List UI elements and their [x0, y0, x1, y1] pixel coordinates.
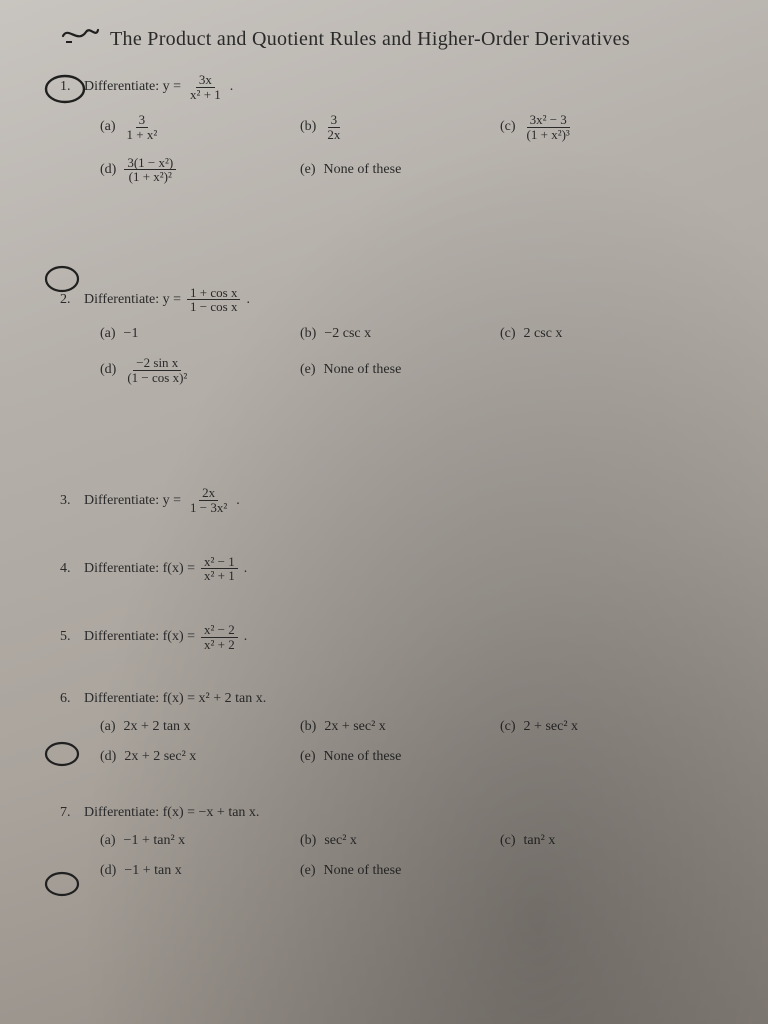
problem-6: 6. Differentiate: f(x) = x² + 2 tan x. (… — [60, 691, 728, 765]
question-number: 3. — [60, 493, 78, 509]
question-number: 5. — [60, 629, 78, 645]
option-d: (d) 3(1 − x²)(1 + x²)² — [100, 156, 300, 184]
prompt-text: Differentiate: f(x) = — [84, 561, 195, 577]
question-number: 6. — [60, 691, 78, 707]
question-number: 4. — [60, 561, 78, 577]
option-c: (c)2 csc x — [500, 326, 700, 342]
option-a: (a)2x + 2 tan x — [100, 719, 300, 735]
problem-5-prompt: 5. Differentiate: f(x) = x² − 2 x² + 2 . — [60, 623, 728, 651]
prompt-text: Differentiate: y = — [84, 79, 181, 95]
expression-fraction: 2x 1 − 3x² — [187, 486, 230, 514]
option-b: (b)sec² x — [300, 833, 500, 849]
option-d: (d) −2 sin x(1 − cos x)² — [100, 356, 300, 384]
problem-3: 3. Differentiate: y = 2x 1 − 3x² . — [60, 486, 728, 514]
problem-3-prompt: 3. Differentiate: y = 2x 1 − 3x² . — [60, 486, 728, 514]
option-b: (b) 32x — [300, 113, 500, 141]
problem-4: 4. Differentiate: f(x) = x² − 1 x² + 1 . — [60, 555, 728, 583]
option-a: (a)−1 — [100, 326, 300, 342]
expression-fraction: x² − 1 x² + 1 — [201, 555, 238, 583]
option-c: (c)2 + sec² x — [500, 719, 700, 735]
problem-2-options: (a)−1 (b)−2 csc x (c)2 csc x (d) −2 sin … — [100, 326, 728, 384]
option-c: (c)tan² x — [500, 833, 700, 849]
prompt-text: Differentiate: f(x) = −x + tan x. — [84, 805, 259, 821]
problem-7-options: (a)−1 + tan² x (b)sec² x (c)tan² x (d)−1… — [100, 833, 728, 879]
problem-1-prompt: 1. Differentiate: y = 3x x² + 1 . — [60, 73, 728, 101]
prompt-text: Differentiate: y = — [84, 292, 181, 308]
problem-1-options: (a) 31 + x² (b) 32x (c) 3x² − 3(1 + x²)³… — [100, 113, 728, 184]
question-number: 7. — [60, 805, 78, 821]
problem-1: 1. Differentiate: y = 3x x² + 1 . (a) 31… — [60, 73, 728, 184]
expression-fraction: 3x x² + 1 — [187, 73, 224, 101]
worksheet-page: The Product and Quotient Rules and Highe… — [0, 0, 768, 1024]
option-e: (e) None of these — [300, 162, 500, 178]
problem-2: 2. Differentiate: y = 1 + cos x 1 − cos … — [60, 286, 728, 385]
problem-4-prompt: 4. Differentiate: f(x) = x² − 1 x² + 1 . — [60, 555, 728, 583]
prompt-text: Differentiate: f(x) = x² + 2 tan x. — [84, 691, 266, 707]
prompt-text: Differentiate: y = — [84, 493, 181, 509]
page-title: The Product and Quotient Rules and Highe… — [110, 28, 728, 51]
problem-6-options: (a)2x + 2 tan x (b)2x + sec² x (c)2 + se… — [100, 719, 728, 765]
option-b: (b)−2 csc x — [300, 326, 500, 342]
option-e: (e)None of these — [300, 863, 500, 879]
option-d: (d)−1 + tan x — [100, 863, 300, 879]
problem-5: 5. Differentiate: f(x) = x² − 2 x² + 2 . — [60, 623, 728, 651]
option-a: (a)−1 + tan² x — [100, 833, 300, 849]
option-c: (c) 3x² − 3(1 + x²)³ — [500, 113, 700, 141]
problem-6-prompt: 6. Differentiate: f(x) = x² + 2 tan x. — [60, 691, 728, 707]
problem-7-prompt: 7. Differentiate: f(x) = −x + tan x. — [60, 805, 728, 821]
problem-7: 7. Differentiate: f(x) = −x + tan x. (a)… — [60, 805, 728, 879]
expression-fraction: x² − 2 x² + 2 — [201, 623, 238, 651]
question-number: 2. — [60, 292, 78, 308]
prompt-text: Differentiate: f(x) = — [84, 629, 195, 645]
handwriting-mark-icon — [60, 22, 100, 46]
option-d: (d)2x + 2 sec² x — [100, 749, 300, 765]
option-e: (e)None of these — [300, 362, 500, 378]
question-number: 1. — [60, 79, 78, 95]
option-b: (b)2x + sec² x — [300, 719, 500, 735]
option-e: (e)None of these — [300, 749, 500, 765]
option-a: (a) 31 + x² — [100, 113, 300, 141]
problem-2-prompt: 2. Differentiate: y = 1 + cos x 1 − cos … — [60, 286, 728, 314]
expression-fraction: 1 + cos x 1 − cos x — [187, 286, 240, 314]
